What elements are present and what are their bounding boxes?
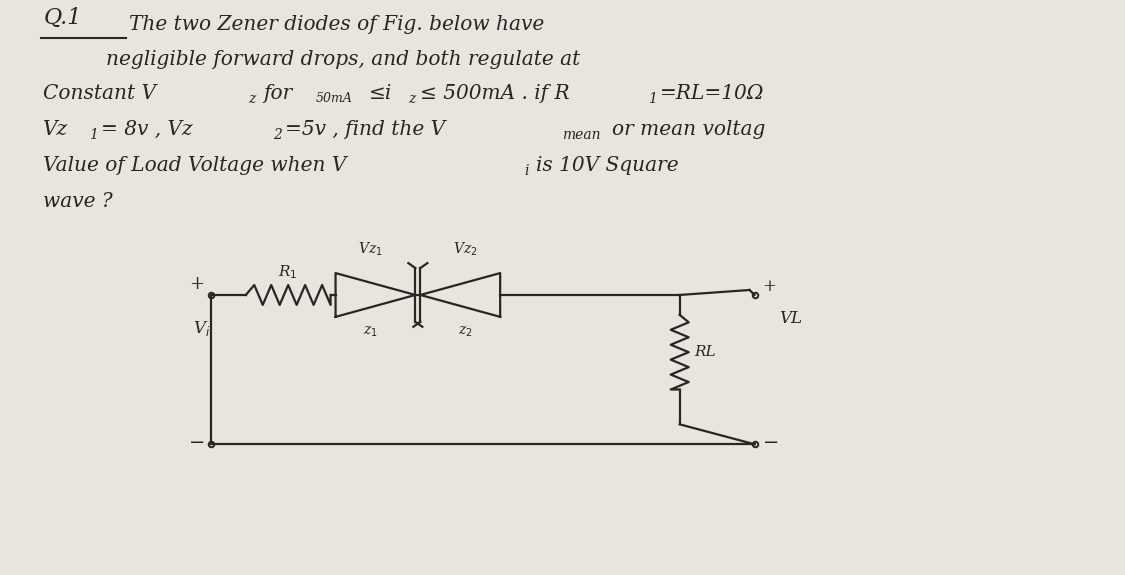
- Text: The two Zener diodes of Fig. below have: The two Zener diodes of Fig. below have: [129, 15, 544, 34]
- Text: 50mA: 50mA: [316, 93, 352, 105]
- Text: Vz: Vz: [43, 120, 69, 139]
- Text: R$_1$: R$_1$: [278, 263, 298, 281]
- Text: 1: 1: [89, 128, 98, 142]
- Text: =5v , find the V: =5v , find the V: [285, 120, 444, 139]
- Text: Constant V: Constant V: [43, 85, 156, 104]
- Text: 1: 1: [648, 92, 657, 106]
- Text: −: −: [763, 434, 778, 452]
- Text: for: for: [263, 85, 292, 104]
- Text: +: +: [763, 278, 776, 295]
- Text: ≤i: ≤i: [369, 85, 391, 104]
- Text: or mean voltag: or mean voltag: [612, 120, 765, 139]
- Text: is 10V Square: is 10V Square: [537, 156, 678, 175]
- Text: = 8v , Vz: = 8v , Vz: [101, 120, 192, 139]
- Text: +: +: [189, 275, 204, 293]
- Text: negligible forward drops, and both regulate at: negligible forward drops, and both regul…: [106, 49, 580, 68]
- Text: 2: 2: [272, 128, 281, 142]
- Text: z$_2$: z$_2$: [458, 325, 472, 339]
- Text: z$_1$: z$_1$: [363, 325, 378, 339]
- Text: wave ?: wave ?: [43, 192, 113, 211]
- Text: V$_i$': V$_i$': [192, 319, 214, 338]
- Text: Value of Load Voltage when V: Value of Load Voltage when V: [43, 156, 346, 175]
- Text: Q.1: Q.1: [43, 7, 82, 29]
- Text: ≤ 500mA . if R: ≤ 500mA . if R: [421, 85, 570, 104]
- Text: i: i: [524, 163, 529, 178]
- Text: −: −: [189, 434, 205, 452]
- Text: Vz$_1$: Vz$_1$: [358, 240, 382, 258]
- Text: Vz$_2$: Vz$_2$: [453, 240, 478, 258]
- Text: z: z: [408, 92, 415, 106]
- Text: =RL=10Ω: =RL=10Ω: [659, 85, 764, 104]
- Text: z: z: [248, 92, 255, 106]
- Text: RL: RL: [694, 345, 717, 359]
- Text: mean: mean: [562, 128, 601, 142]
- Text: VL: VL: [780, 310, 802, 327]
